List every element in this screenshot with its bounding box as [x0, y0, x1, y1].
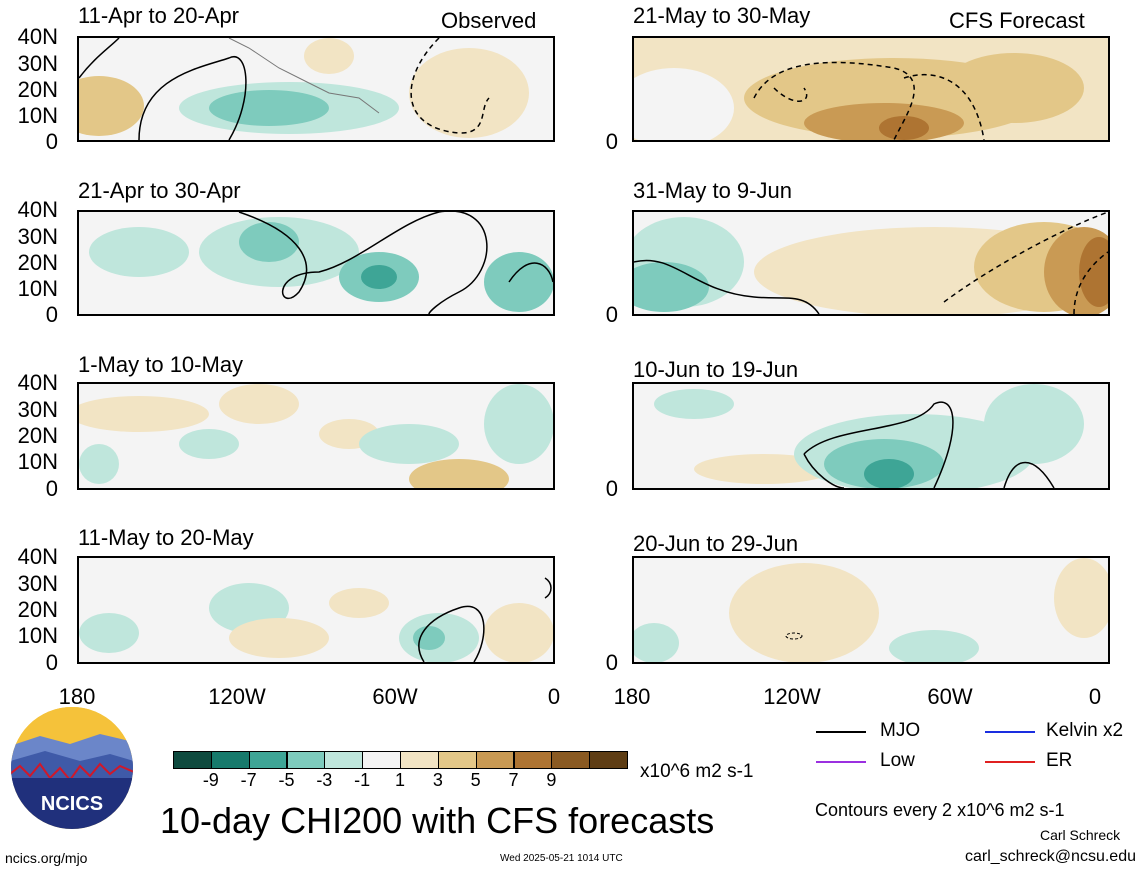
map-panel-2	[77, 210, 555, 316]
lon-label: 0	[547, 684, 561, 709]
lat-label: 30N	[17, 224, 58, 249]
legend-line-kelvin	[985, 731, 1035, 733]
lon-label: 120W	[763, 684, 821, 709]
lon-label: 60W	[927, 684, 973, 709]
colorbar-tick-label: -3	[316, 770, 333, 790]
lat-label: 0	[605, 129, 618, 154]
lat-label: 40N	[17, 544, 58, 569]
map-panel-6	[632, 210, 1110, 316]
lon-label: 180	[58, 684, 96, 709]
lat-label: 10N	[17, 623, 58, 648]
panel-tag-cfs-forecast: CFS Forecast	[949, 8, 1085, 33]
colorbar-tick-label: -1	[354, 770, 371, 790]
colorbar-tick-label: -9	[202, 770, 219, 790]
lat-label: 40N	[17, 24, 58, 49]
contours-note: Contours every 2 x10^6 m2 s-1	[815, 800, 1065, 820]
legend-label-kelvin: Kelvin x2	[1046, 720, 1124, 741]
site-url: ncics.org/mjo	[5, 850, 88, 866]
lon-label: 120W	[208, 684, 266, 709]
legend-label-mjo: MJO	[880, 720, 921, 741]
lat-label: 40N	[17, 197, 58, 222]
panel-title-8: 20-Jun to 29-Jun	[633, 531, 799, 556]
map-panel-8	[632, 556, 1110, 664]
lat-label: 20N	[17, 250, 58, 275]
panel-title-1: 11-Apr to 20-Apr	[78, 3, 240, 28]
ncics-logo: NCICS	[10, 706, 134, 830]
colorbar-swatch	[589, 751, 628, 769]
lat-label: 0	[45, 129, 58, 154]
map-panel-1	[77, 36, 555, 142]
panel-title-5: 21-May to 30-May	[633, 3, 811, 28]
lat-label: 20N	[17, 423, 58, 448]
lat-label: 0	[45, 476, 58, 501]
lat-label: 0	[605, 476, 618, 501]
lat-label: 30N	[17, 397, 58, 422]
legend-line-er	[985, 761, 1035, 763]
lat-label: 0	[605, 302, 618, 327]
map-panel-4	[77, 556, 555, 664]
panel-tag-observed: Observed	[441, 8, 537, 33]
author-name: Carl Schreck	[1040, 827, 1121, 843]
panel-title-3: 1-May to 10-May	[78, 352, 244, 377]
panel-title-6: 31-May to 9-Jun	[633, 178, 792, 203]
lon-label: 0	[1088, 684, 1102, 709]
map-panel-7	[632, 382, 1110, 490]
lat-label: 10N	[17, 449, 58, 474]
logo-text: NCICS	[41, 793, 103, 815]
colorbar-tick-label: 9	[546, 770, 557, 790]
colorbar-tick-label: 5	[470, 770, 481, 790]
colorbar-tick-label: 3	[432, 770, 443, 790]
lat-label: 40N	[17, 370, 58, 395]
legend-label-er: ER	[1046, 750, 1073, 771]
panel-title-2: 21-Apr to 30-Apr	[78, 178, 241, 203]
colorbar-swatch	[437, 751, 477, 769]
colorbar-units: x10^6 m2 s-1	[640, 761, 754, 782]
lat-label: 10N	[17, 276, 58, 301]
lat-label: 30N	[17, 51, 58, 76]
map-panel-3	[77, 382, 555, 490]
colorbar-swatch	[513, 751, 553, 769]
colorbar-swatch	[551, 751, 591, 769]
panel-title-7: 10-Jun to 19-Jun	[633, 357, 799, 382]
author-email: carl_schreck@ncsu.edu	[965, 848, 1135, 865]
legend-label-low: Low	[880, 750, 915, 771]
lon-label: 180	[613, 684, 651, 709]
lat-label: 10N	[17, 103, 58, 128]
lat-label: 20N	[17, 597, 58, 622]
colorbar-swatch	[400, 751, 439, 769]
lat-label: 0	[605, 650, 618, 675]
timestamp: Wed 2025-05-21 1014 UTC	[500, 853, 623, 864]
map-panel-5	[632, 36, 1110, 142]
lat-label: 0	[45, 650, 58, 675]
panel-title-4: 11-May to 20-May	[78, 525, 254, 550]
colorbar-swatch	[286, 751, 326, 769]
colorbar-swatch	[173, 751, 212, 769]
lat-label: 30N	[17, 571, 58, 596]
colorbar-tick-label: -5	[278, 770, 295, 790]
colorbar-swatch	[362, 751, 401, 769]
legend-line-mjo	[816, 731, 866, 733]
main-title: 10-day CHI200 with CFS forecasts	[160, 800, 715, 841]
colorbar-swatch	[248, 751, 288, 769]
lat-label: 20N	[17, 77, 58, 102]
lat-label: 0	[45, 302, 58, 327]
colorbar-tick-label: 7	[508, 770, 519, 790]
colorbar-tick-label: 1	[394, 770, 405, 790]
colorbar-swatch	[210, 751, 250, 769]
lon-label: 60W	[372, 684, 418, 709]
colorbar-swatch	[475, 751, 515, 769]
colorbar-tick-label: -7	[240, 770, 257, 790]
legend-line-low	[816, 761, 866, 763]
colorbar-swatch	[324, 751, 364, 769]
colorbar	[173, 751, 628, 769]
colorbar-labels: -9 -7 -5 -3 -1 1 3 5 7 9	[173, 770, 627, 794]
